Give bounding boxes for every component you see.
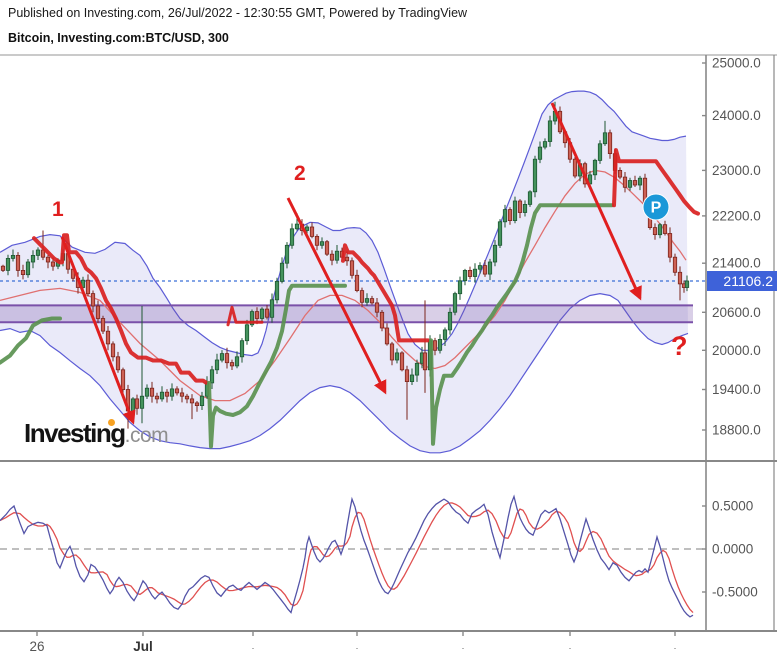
time-tick-label: ·: [356, 643, 359, 653]
time-tick-label: ·: [674, 643, 677, 653]
annotation-number: 1: [52, 198, 64, 221]
logo-orange-dot-icon: [108, 419, 115, 426]
price-tick-label: 19400.0: [712, 382, 761, 397]
trend-red-segment: [612, 148, 700, 216]
red-arrow-icon: [550, 102, 642, 301]
price-axis[interactable]: 25000.0 24000.0 23000.0 22200.0 21400.0 20600…: [702, 56, 777, 438]
question-mark-annotation: ?: [671, 331, 688, 361]
price-tick-label: 20600.0: [712, 305, 761, 320]
current-price-badge: 21106.2: [707, 271, 777, 291]
oscillator-signal-line: [0, 502, 694, 614]
oscillator-main-line: [0, 494, 694, 618]
logo-suffix: .com: [124, 424, 169, 447]
price-tick-label: 18800.0: [712, 423, 761, 438]
price-tick-label: 21400.0: [712, 256, 761, 271]
red-arrow-icon: [60, 236, 136, 425]
investing-logo: Investing.com: [24, 419, 169, 449]
price-tick-label: 22200.0: [712, 208, 761, 223]
p-marker-badge[interactable]: P: [642, 193, 670, 221]
time-tick-label: ·: [462, 643, 465, 653]
time-axis[interactable]: 26 Jul · · · · ·: [29, 631, 677, 654]
oscillator-panel: [0, 494, 706, 618]
time-tick-label: ·: [252, 643, 255, 653]
oscillator-tick-label: -0.5000: [712, 585, 758, 600]
chart-frame: [0, 54, 777, 632]
trend-lines: [0, 148, 700, 449]
trend-red-segment: [341, 243, 430, 343]
time-tick-label: Jul: [133, 639, 153, 654]
bollinger-band: [0, 90, 689, 454]
oscillator-axis[interactable]: 0.5000 0.0000 -0.5000: [702, 499, 758, 600]
price-tick-label: 25000.0: [712, 56, 761, 71]
price-tick-label: 24000.0: [712, 108, 761, 123]
red-arrow-icon: [286, 197, 387, 395]
trend-red-segment: [32, 233, 208, 385]
published-line: Published on Investing.com, 26/Jul/2022 …: [8, 6, 468, 20]
price-tick-label: 23000.0: [712, 163, 761, 178]
trend-arrows: [60, 102, 642, 425]
time-tick-label: 26: [29, 639, 44, 654]
oscillator-tick-label: 0.0000: [712, 542, 753, 557]
trend-green-segment: [207, 283, 347, 449]
svg-text:P: P: [651, 200, 662, 217]
symbol-title: Bitcoin, Investing.com:BTC/USD, 300: [8, 31, 229, 45]
annotation-number: 2: [294, 162, 306, 185]
time-tick-label: ·: [569, 643, 572, 653]
trend-green-segment: [429, 203, 614, 446]
trend-red-segment: [226, 305, 264, 327]
trend-green-segment: [0, 316, 62, 365]
oscillator-tick-label: 0.5000: [712, 499, 753, 514]
price-tick-label: 20000.0: [712, 343, 761, 358]
svg-text:21106.2: 21106.2: [723, 273, 773, 289]
